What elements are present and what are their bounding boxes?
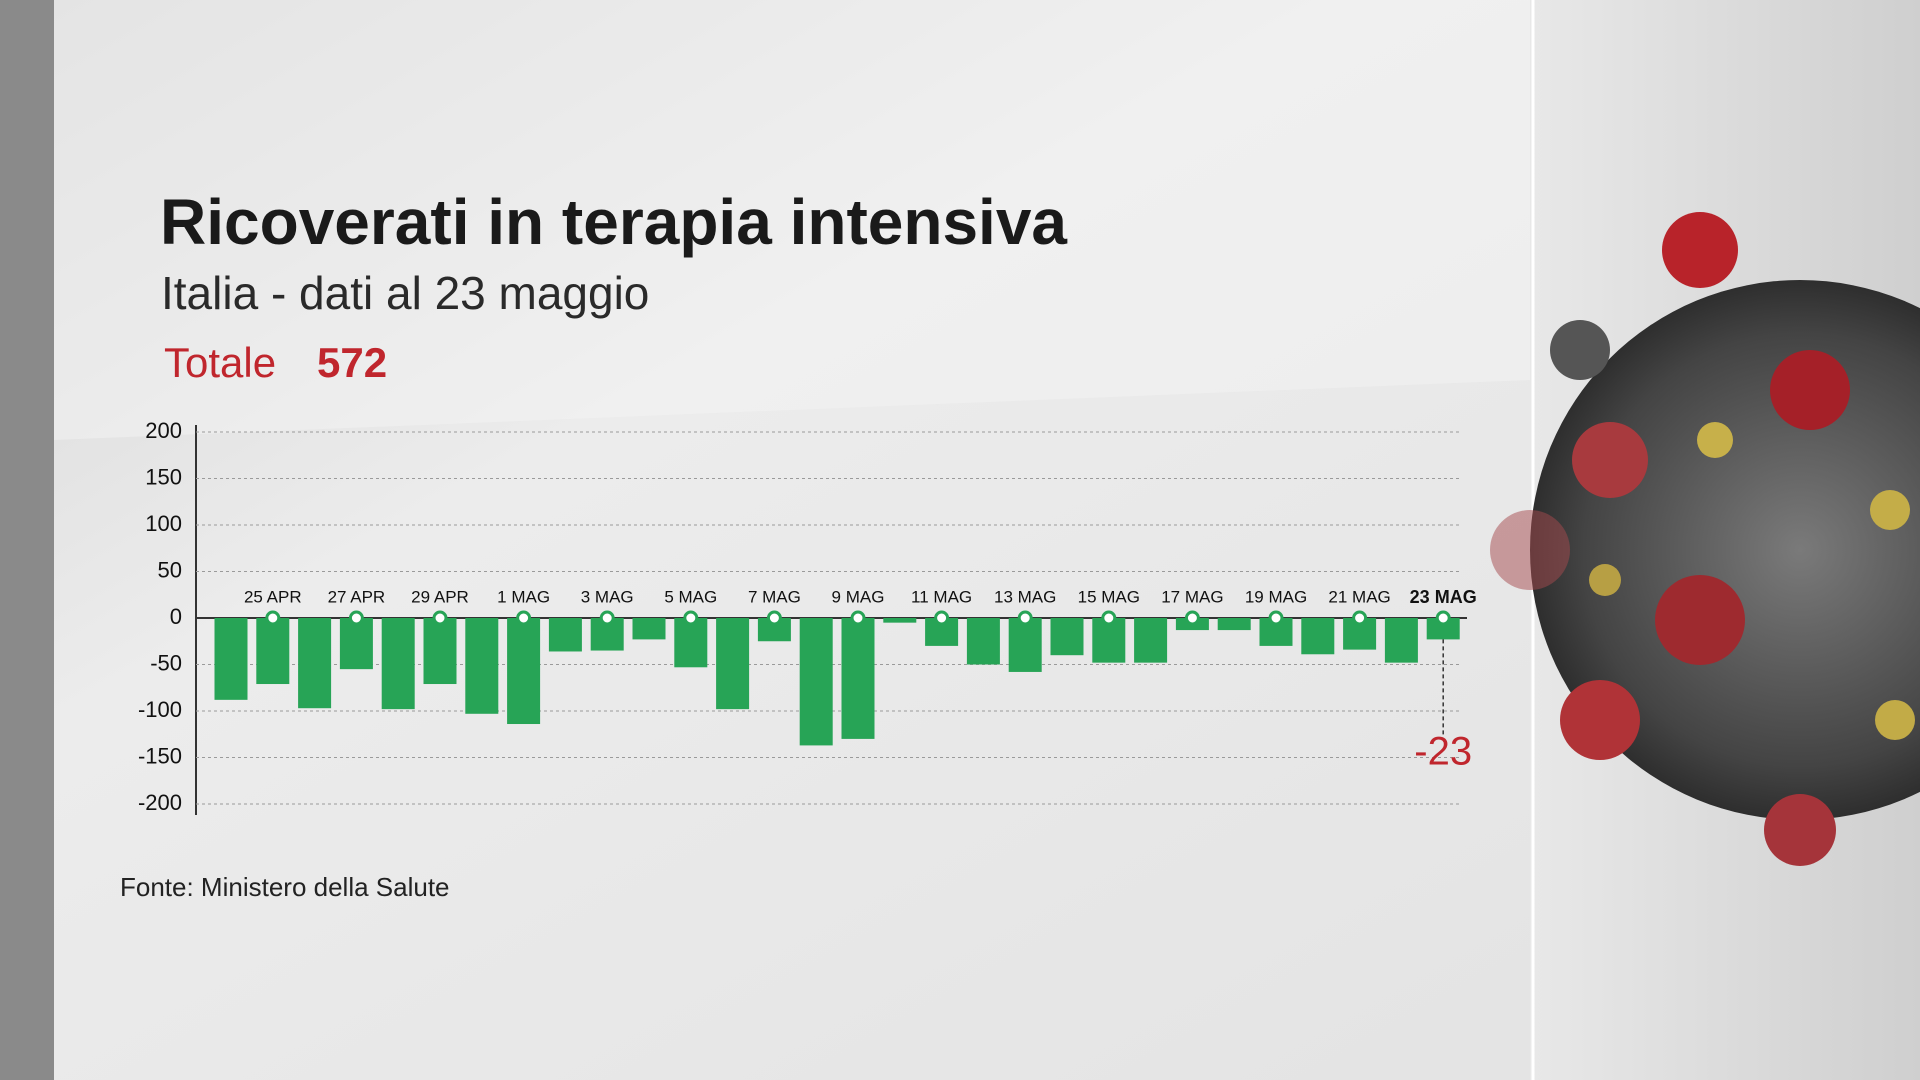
bar — [548, 618, 582, 652]
x-tick-label: 29 APR — [411, 587, 469, 606]
bar — [674, 618, 708, 668]
y-tick-label: 0 — [170, 604, 182, 629]
date-dot — [1352, 610, 1368, 626]
bar — [1426, 618, 1460, 640]
bar — [632, 618, 666, 640]
bar — [1050, 618, 1084, 656]
date-dot — [683, 610, 699, 626]
x-tick-label: 21 MAG — [1328, 587, 1390, 606]
bar — [214, 618, 248, 700]
x-tick-label: 1 MAG — [497, 587, 550, 606]
bar — [1217, 618, 1251, 631]
bar — [339, 618, 373, 670]
chart-title: Ricoverati in terapia intensiva — [160, 186, 1067, 258]
date-dot — [432, 610, 448, 626]
total-value: 572 — [317, 339, 387, 386]
x-tick-label: 13 MAG — [994, 587, 1056, 606]
x-tick-label: 9 MAG — [832, 587, 885, 606]
x-tick-label: 5 MAG — [664, 587, 717, 606]
bar — [1134, 618, 1168, 663]
date-dot — [1101, 610, 1117, 626]
bar — [1301, 618, 1335, 655]
date-dot — [348, 610, 364, 626]
x-tick-label: 11 MAG — [911, 587, 972, 606]
y-tick-label: 200 — [145, 418, 182, 443]
y-tick-label: -100 — [138, 697, 182, 722]
date-dot — [1017, 610, 1033, 626]
left-strip — [0, 0, 54, 1080]
bar — [381, 618, 415, 710]
bar — [465, 618, 499, 714]
y-tick-label: 50 — [158, 557, 182, 582]
x-tick-label: 17 MAG — [1161, 587, 1223, 606]
bar — [507, 618, 541, 725]
date-dot — [1268, 610, 1284, 626]
date-dot — [1435, 610, 1451, 626]
source: Fonte: Ministero della Salute — [120, 872, 450, 902]
x-tick-label: 7 MAG — [748, 587, 801, 606]
date-dot — [516, 610, 532, 626]
date-dot — [599, 610, 615, 626]
x-tick-label: 23 MAG — [1410, 587, 1477, 607]
y-tick-label: -50 — [150, 650, 182, 675]
date-dot — [766, 610, 782, 626]
bar — [1008, 618, 1042, 672]
y-tick-label: -200 — [138, 790, 182, 815]
bar — [1384, 618, 1418, 663]
bar — [757, 618, 791, 642]
bar — [256, 618, 290, 685]
x-tick-label: 27 APR — [328, 587, 386, 606]
date-dot — [850, 610, 866, 626]
bar — [799, 618, 833, 746]
y-tick-label: -150 — [138, 743, 182, 768]
total-label: Totale — [164, 339, 276, 386]
bar — [716, 618, 750, 710]
bar — [883, 618, 917, 623]
bar — [423, 618, 457, 685]
chart-subtitle: Italia - dati al 23 maggio — [161, 267, 649, 319]
virus-illustration — [1490, 212, 1920, 866]
x-tick-label: 3 MAG — [581, 587, 634, 606]
date-dot — [1184, 610, 1200, 626]
y-tick-label: 150 — [145, 464, 182, 489]
x-tick-label: 15 MAG — [1078, 587, 1140, 606]
background-band — [54, 0, 1530, 440]
x-tick-label: 19 MAG — [1245, 587, 1307, 606]
y-tick-label: 100 — [145, 511, 182, 536]
x-tick-label: 25 APR — [244, 587, 302, 606]
date-dot — [265, 610, 281, 626]
value-label: -23 — [1414, 730, 1472, 774]
bar — [841, 618, 875, 739]
bar — [966, 618, 1000, 665]
bar — [298, 618, 332, 709]
date-dot — [934, 610, 950, 626]
